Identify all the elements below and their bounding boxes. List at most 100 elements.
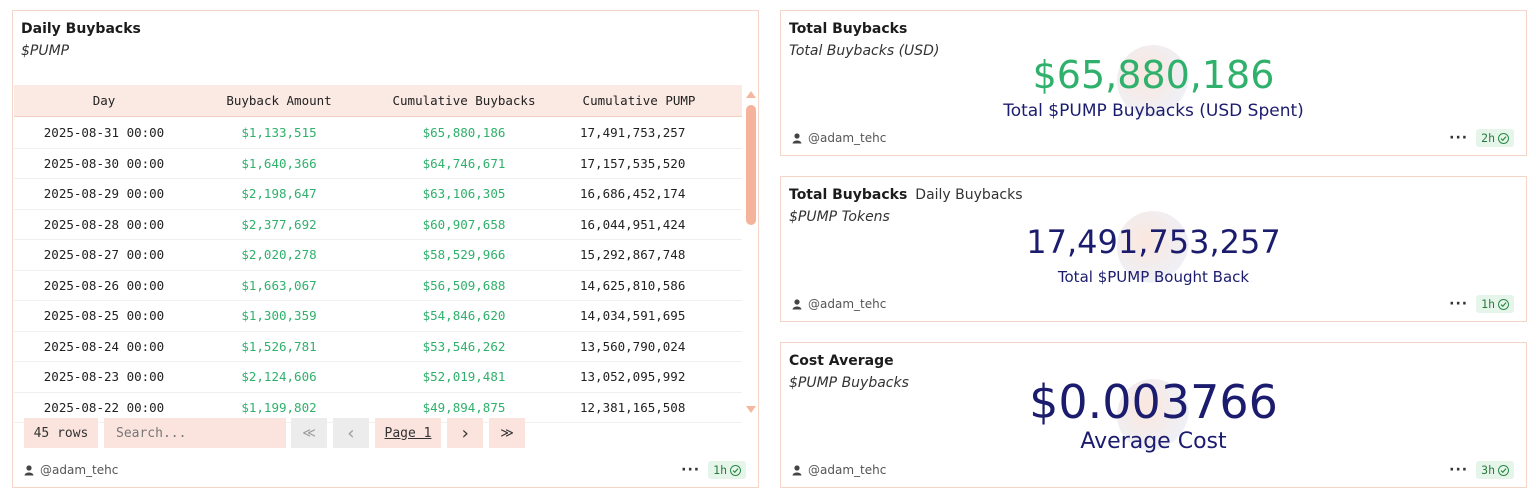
table-row[interactable]: 2025-08-23 00:00 $2,124,606 $52,019,481 13,… (14, 362, 742, 393)
cell-buyback-amount: $2,124,606 (204, 362, 354, 392)
page-link[interactable]: Page 1 (385, 426, 432, 441)
author-name: @adam_tehc (808, 131, 886, 145)
cell-cumulative-buybacks: $52,019,481 (374, 362, 554, 392)
counter-value: $0.003766 (781, 375, 1526, 429)
author-link[interactable]: @adam_tehc (791, 131, 886, 145)
prev-page-button[interactable]: ‹ (333, 418, 369, 448)
page-indicator[interactable]: Page 1 (375, 418, 441, 448)
status-badge[interactable]: 3h (1476, 461, 1514, 479)
cell-cumulative-buybacks: $58,529,966 (374, 240, 554, 270)
age-text: 1h (1481, 297, 1495, 311)
cell-buyback-amount: $2,198,647 (204, 179, 354, 209)
more-icon[interactable]: ··· (1449, 465, 1468, 475)
total-buybacks-tokens-card: Total Buybacks Daily Buybacks $PUMP Token… (780, 176, 1527, 322)
age-text: 3h (1481, 463, 1495, 477)
cell-cumulative-pump: 17,491,753,257 (580, 118, 730, 148)
cell-buyback-amount: $1,526,781 (204, 332, 354, 362)
author-link[interactable]: @adam_tehc (791, 297, 886, 311)
cell-buyback-amount: $1,300,359 (204, 301, 354, 331)
cell-buyback-amount: $2,020,278 (204, 240, 354, 270)
age-text: 1h (713, 463, 727, 477)
cell-cumulative-pump: 16,686,452,174 (580, 179, 730, 209)
counter-value: $65,880,186 (781, 53, 1526, 97)
cell-cumulative-pump: 15,292,867,748 (580, 240, 730, 270)
chevron-left-icon: ‹ (346, 423, 357, 444)
cell-day: 2025-08-23 00:00 (34, 362, 174, 392)
cell-cumulative-buybacks: $56,509,688 (374, 271, 554, 301)
table-row[interactable]: 2025-08-26 00:00 $1,663,067 $56,509,688 14,… (14, 271, 742, 302)
status-badge[interactable]: 2h (1476, 129, 1514, 147)
status-badge[interactable]: 1h (708, 461, 746, 479)
check-circle-icon (1498, 133, 1509, 144)
cell-day: 2025-08-26 00:00 (34, 271, 174, 301)
cell-day: 2025-08-24 00:00 (34, 332, 174, 362)
cell-day: 2025-08-29 00:00 (34, 179, 174, 209)
last-page-button[interactable]: ≫ (489, 418, 525, 448)
more-icon[interactable]: ··· (1449, 133, 1468, 143)
more-icon[interactable]: ··· (1449, 299, 1468, 309)
cell-cumulative-buybacks: $64,746,671 (374, 149, 554, 179)
table-row[interactable]: 2025-08-30 00:00 $1,640,366 $64,746,671 17,… (14, 149, 742, 180)
table-body: 2025-08-31 00:00 $1,133,515 $65,880,186 17,… (14, 118, 742, 423)
table-row[interactable]: 2025-08-31 00:00 $1,133,515 $65,880,186 17,… (14, 118, 742, 149)
user-icon (23, 464, 35, 476)
cell-buyback-amount: $2,377,692 (204, 210, 354, 240)
double-chevron-right-icon: ≫ (500, 426, 514, 441)
column-header-cumulative-buybacks[interactable]: Cumulative Buybacks (374, 85, 554, 117)
card-meta: ··· 3h (1449, 461, 1514, 479)
cell-cumulative-buybacks: $54,846,620 (374, 301, 554, 331)
table-row[interactable]: 2025-08-27 00:00 $2,020,278 $58,529,966 15,… (14, 240, 742, 271)
cell-day: 2025-08-27 00:00 (34, 240, 174, 270)
table-row[interactable]: 2025-08-28 00:00 $2,377,692 $60,907,658 16,… (14, 210, 742, 241)
column-header-buyback-amount[interactable]: Buyback Amount (204, 85, 354, 117)
column-header-day[interactable]: Day (34, 85, 174, 117)
author-name: @adam_tehc (808, 463, 886, 477)
double-chevron-left-icon: ≪ (302, 426, 316, 441)
vertical-scrollbar[interactable] (745, 87, 757, 413)
card-title: Total Buybacks Daily Buybacks (789, 187, 1023, 203)
scroll-up-icon[interactable] (746, 91, 756, 98)
card-title: Total Buybacks (789, 21, 907, 37)
card-meta: ··· 1h (1449, 295, 1514, 313)
daily-buybacks-card: Daily Buybacks $PUMP Day Buyback Amount … (12, 10, 759, 488)
cell-cumulative-pump: 17,157,535,520 (580, 149, 730, 179)
scrollbar-thumb[interactable] (746, 105, 756, 225)
cell-cumulative-buybacks: $60,907,658 (374, 210, 554, 240)
table-row[interactable]: 2025-08-29 00:00 $2,198,647 $63,106,305 16,… (14, 179, 742, 210)
check-circle-icon (730, 465, 741, 476)
tab-total-buybacks[interactable]: Total Buybacks (789, 187, 907, 203)
cell-day: 2025-08-25 00:00 (34, 301, 174, 331)
cell-cumulative-buybacks: $65,880,186 (374, 118, 554, 148)
check-circle-icon (1498, 299, 1509, 310)
author-link[interactable]: @adam_tehc (791, 463, 886, 477)
card-title: Daily Buybacks (21, 21, 141, 37)
author-link[interactable]: @adam_tehc (23, 463, 118, 477)
cell-buyback-amount: $1,640,366 (204, 149, 354, 179)
cell-day: 2025-08-28 00:00 (34, 210, 174, 240)
card-meta: ··· 1h (681, 461, 746, 479)
more-icon[interactable]: ··· (681, 465, 700, 475)
next-page-button[interactable]: › (447, 418, 483, 448)
table-row[interactable]: 2025-08-24 00:00 $1,526,781 $53,546,262 13,… (14, 332, 742, 363)
scroll-down-icon[interactable] (746, 406, 756, 413)
row-count: 45 rows (24, 418, 98, 448)
cell-cumulative-pump: 16,044,951,424 (580, 210, 730, 240)
user-icon (791, 298, 803, 310)
tab-daily-buybacks[interactable]: Daily Buybacks (915, 187, 1022, 203)
user-icon (791, 132, 803, 144)
card-title: Cost Average (789, 353, 894, 369)
age-text: 2h (1481, 131, 1495, 145)
table-row[interactable]: 2025-08-25 00:00 $1,300,359 $54,846,620 14,… (14, 301, 742, 332)
status-badge[interactable]: 1h (1476, 295, 1514, 313)
chevron-right-icon: › (460, 423, 471, 444)
cell-cumulative-pump: 13,052,095,992 (580, 362, 730, 392)
first-page-button[interactable]: ≪ (291, 418, 327, 448)
column-header-cumulative-pump[interactable]: Cumulative PUMP (569, 85, 709, 117)
cell-cumulative-pump: 14,034,591,695 (580, 301, 730, 331)
cost-average-card: Cost Average $PUMP Buybacks $0.003766 Av… (780, 342, 1527, 488)
search-input[interactable] (104, 418, 286, 448)
check-circle-icon (1498, 465, 1509, 476)
cell-cumulative-pump: 13,560,790,024 (580, 332, 730, 362)
counter-label: Average Cost (781, 429, 1526, 454)
counter-value: 17,491,753,257 (781, 223, 1526, 261)
